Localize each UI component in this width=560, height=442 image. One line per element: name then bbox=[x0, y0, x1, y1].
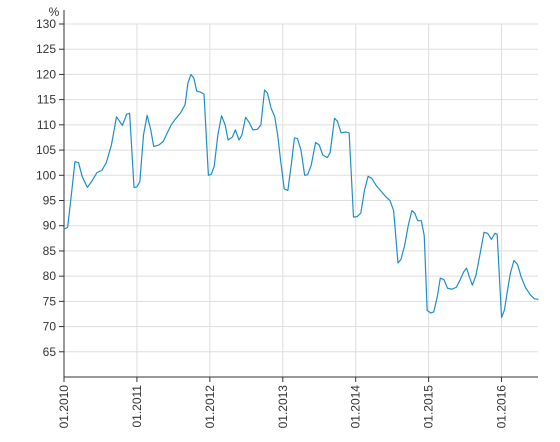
x-tick-label: 01.2014 bbox=[349, 385, 363, 429]
x-tick-label: 01.2011 bbox=[130, 385, 144, 428]
x-tick-label: 01.2013 bbox=[276, 385, 290, 429]
y-tick-label: 70 bbox=[43, 320, 57, 334]
y-tick-label: 90 bbox=[43, 219, 57, 233]
x-tick-label: 01.2016 bbox=[495, 385, 509, 429]
y-tick-label: 85 bbox=[43, 244, 57, 258]
y-axis: % 65 70 75 80 85 90 95 100 105 110 115 120 125 130 bbox=[36, 5, 65, 377]
y-tick-label: 80 bbox=[43, 269, 57, 283]
x-tick-label: 01.2015 bbox=[422, 385, 436, 429]
y-tick-label: 110 bbox=[37, 118, 56, 132]
y-tick-label: 120 bbox=[36, 67, 56, 81]
grid bbox=[64, 23, 538, 377]
y-tick-label: 130 bbox=[36, 17, 56, 31]
x-axis: 01.2010 01.2011 01.2012 01.2013 01.2014 01.20… bbox=[57, 376, 538, 429]
series-group bbox=[63, 73, 539, 319]
y-tick-label: 65 bbox=[43, 345, 57, 359]
x-tick-label: 01.2010 bbox=[57, 385, 71, 429]
y-axis-unit-label: % bbox=[49, 5, 60, 19]
y-tick-label: 105 bbox=[36, 143, 56, 157]
y-tick-label: 115 bbox=[37, 93, 56, 107]
y-tick-label: 125 bbox=[36, 42, 56, 56]
y-tick-label: 75 bbox=[43, 294, 57, 308]
x-tick-label: 01.2012 bbox=[203, 385, 217, 429]
y-tick-label: 100 bbox=[36, 168, 56, 182]
y-tick-label: 95 bbox=[43, 194, 57, 208]
series-line bbox=[63, 73, 539, 319]
